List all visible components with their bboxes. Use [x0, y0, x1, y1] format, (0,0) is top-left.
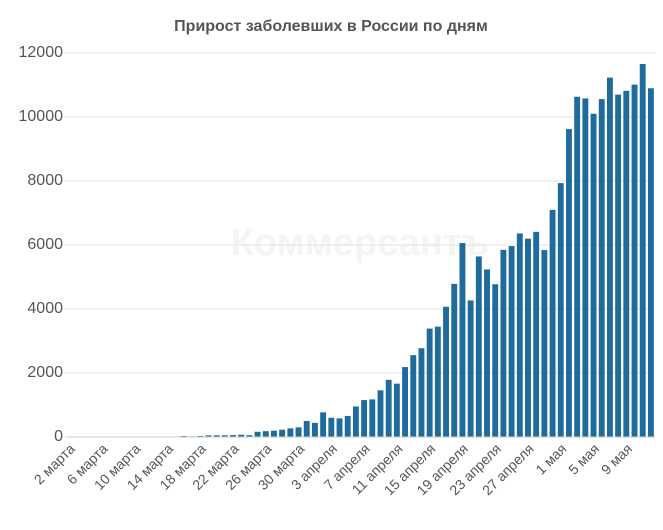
y-tick-label: 4000 [27, 300, 63, 317]
bar [582, 98, 589, 438]
bar [238, 434, 245, 437]
bar [525, 238, 531, 437]
bar [647, 88, 654, 438]
bar [434, 326, 441, 437]
bar [377, 390, 384, 437]
bar [246, 435, 253, 437]
bar [557, 183, 564, 437]
y-tick-label: 6000 [27, 236, 63, 253]
bar [271, 430, 277, 437]
bar [615, 94, 622, 437]
bar [361, 400, 368, 437]
bar [213, 435, 220, 437]
bar [451, 283, 458, 437]
bar [262, 431, 269, 437]
bar [492, 284, 499, 437]
bar [311, 422, 318, 437]
chart-title: Прирост заболевших в России по дням [174, 18, 488, 35]
bar [459, 243, 466, 437]
bar [541, 250, 548, 437]
bar [590, 113, 597, 438]
bar [320, 412, 327, 437]
bar [549, 209, 556, 437]
bar [197, 435, 204, 437]
bar [598, 99, 605, 437]
bar [410, 355, 417, 437]
bar [230, 435, 236, 437]
bar [533, 231, 540, 437]
bar [352, 406, 359, 437]
y-tick-label: 0 [54, 428, 63, 445]
bar [516, 233, 523, 437]
y-tick-label: 12000 [19, 44, 64, 61]
bar [344, 415, 351, 437]
bar [393, 383, 400, 437]
y-tick-label: 8000 [27, 172, 63, 189]
bar [574, 96, 581, 437]
x-tick-label: 1 мая [532, 440, 569, 477]
bar [467, 300, 474, 437]
bar [221, 435, 228, 437]
watermark: Коммерсантъ [231, 222, 489, 264]
bar [508, 246, 515, 437]
bar [205, 435, 212, 437]
bar [369, 399, 376, 437]
bar [500, 249, 507, 437]
bar [418, 348, 425, 437]
bar [287, 428, 294, 437]
bar [254, 431, 261, 437]
bar [426, 328, 433, 437]
bar [443, 306, 449, 437]
bar [566, 129, 572, 437]
bar [623, 90, 630, 437]
x-tick-label: 5 мая [565, 440, 602, 477]
bar [279, 429, 286, 437]
bar [606, 77, 613, 437]
bar [303, 420, 310, 437]
bar [631, 84, 638, 437]
bar [385, 379, 392, 437]
bar [402, 367, 409, 437]
bar [328, 417, 335, 437]
bar [639, 64, 646, 438]
bar [475, 256, 482, 437]
bar [336, 418, 343, 437]
bar [295, 427, 302, 437]
y-tick-label: 10000 [19, 108, 64, 125]
bar [484, 269, 490, 437]
y-tick-label: 2000 [27, 364, 63, 381]
x-tick-label: 9 мая [598, 440, 635, 477]
